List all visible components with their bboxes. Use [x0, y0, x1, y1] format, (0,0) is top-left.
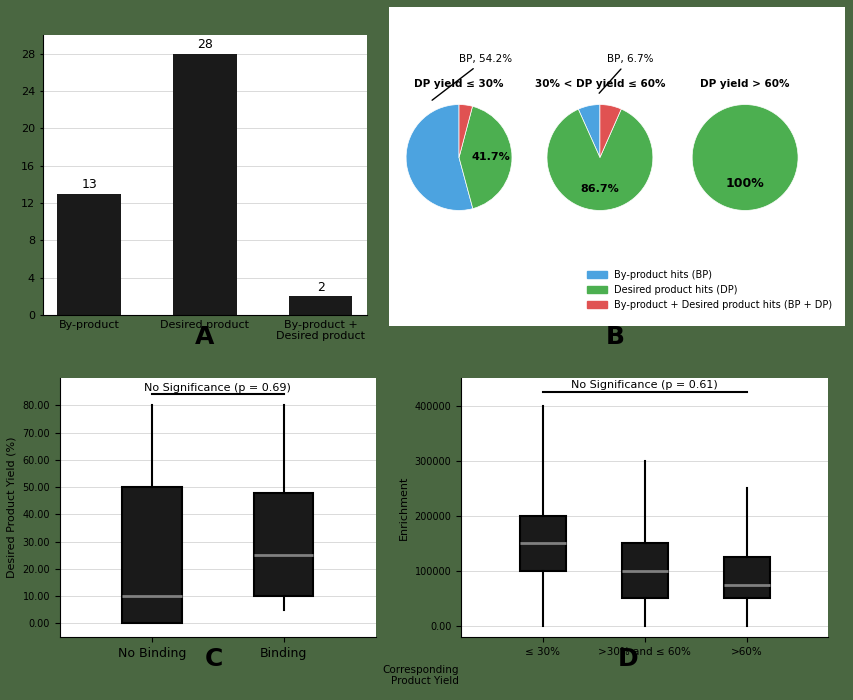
Legend: By-product hits (BP), Desired product hits (DP), By-product + Desired product hi: By-product hits (BP), Desired product hi… — [583, 266, 835, 314]
Title: 30% < DP yield ≤ 60%: 30% < DP yield ≤ 60% — [534, 79, 664, 89]
Y-axis label: Enrichment: Enrichment — [398, 475, 409, 540]
Text: BP, 6.7%: BP, 6.7% — [599, 54, 653, 93]
Text: No Significance (p = 0.61): No Significance (p = 0.61) — [571, 379, 717, 390]
Text: A: A — [195, 326, 214, 349]
Text: BP, 54.2%: BP, 54.2% — [432, 54, 512, 100]
Wedge shape — [577, 104, 599, 158]
Wedge shape — [599, 104, 620, 158]
Text: Corresponding
Product Yield: Corresponding Product Yield — [382, 664, 459, 686]
Y-axis label: Desired Product Yield (%): Desired Product Yield (%) — [7, 437, 17, 578]
Wedge shape — [547, 109, 652, 211]
PathPatch shape — [122, 487, 182, 624]
Wedge shape — [692, 104, 798, 211]
PathPatch shape — [621, 543, 667, 598]
Text: 28: 28 — [197, 38, 212, 51]
Bar — [173, 54, 236, 315]
Text: 86.7%: 86.7% — [580, 184, 618, 195]
Wedge shape — [459, 104, 472, 158]
PathPatch shape — [519, 516, 565, 571]
Text: C: C — [204, 648, 223, 671]
Text: 2: 2 — [316, 281, 324, 293]
Wedge shape — [406, 104, 473, 211]
Bar — [57, 194, 121, 315]
Text: D: D — [617, 648, 637, 671]
Text: 41.7%: 41.7% — [471, 153, 509, 162]
Wedge shape — [459, 106, 511, 209]
Title: DP yield > 60%: DP yield > 60% — [699, 79, 789, 89]
PathPatch shape — [723, 557, 769, 598]
PathPatch shape — [253, 493, 313, 596]
Text: No Significance (p = 0.69): No Significance (p = 0.69) — [144, 383, 291, 393]
Bar — [288, 296, 352, 315]
Text: B: B — [605, 326, 624, 349]
Text: 100%: 100% — [725, 178, 763, 190]
Text: 13: 13 — [81, 178, 97, 191]
Title: DP yield ≤ 30%: DP yield ≤ 30% — [414, 79, 503, 89]
